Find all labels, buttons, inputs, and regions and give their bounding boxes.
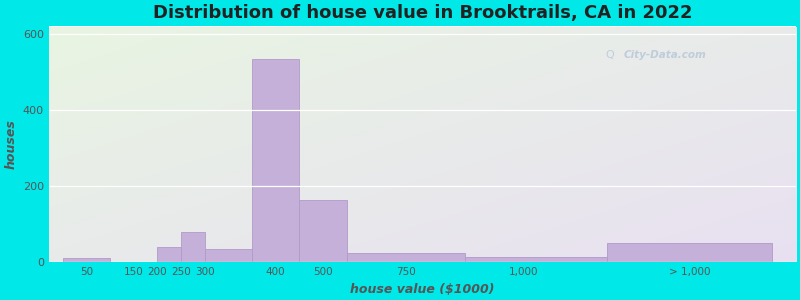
Title: Distribution of house value in Brooktrails, CA in 2022: Distribution of house value in Brooktrai… <box>153 4 692 22</box>
X-axis label: house value ($1000): house value ($1000) <box>350 283 494 296</box>
Y-axis label: houses: houses <box>4 119 17 170</box>
Bar <box>205 249 252 262</box>
Bar <box>63 258 110 262</box>
Text: Q: Q <box>606 50 614 60</box>
Bar <box>181 232 205 262</box>
Bar <box>252 59 299 262</box>
Bar <box>346 253 465 262</box>
Bar <box>158 247 181 262</box>
Bar <box>465 257 606 262</box>
Text: City-Data.com: City-Data.com <box>624 50 706 60</box>
Bar <box>606 243 772 262</box>
Bar <box>299 200 346 262</box>
